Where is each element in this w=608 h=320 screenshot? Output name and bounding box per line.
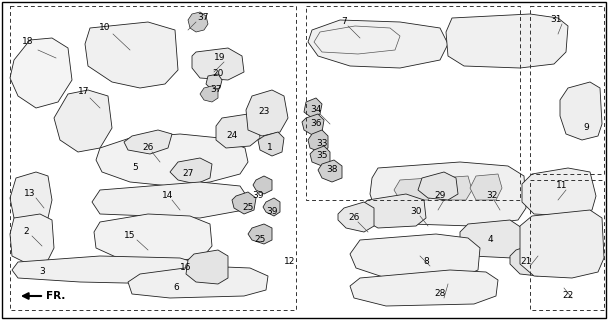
Polygon shape (85, 22, 178, 88)
Polygon shape (460, 220, 522, 258)
Text: 32: 32 (486, 191, 498, 201)
Polygon shape (12, 256, 200, 284)
Bar (306, 6, 520, 200)
Polygon shape (248, 224, 272, 244)
Text: 25: 25 (243, 204, 254, 212)
Polygon shape (10, 38, 72, 108)
Polygon shape (304, 98, 322, 118)
Polygon shape (370, 162, 526, 226)
Text: 37: 37 (197, 13, 209, 22)
Polygon shape (522, 168, 596, 216)
Text: 12: 12 (285, 258, 295, 267)
Text: 2: 2 (23, 228, 29, 236)
Text: 35: 35 (316, 151, 328, 161)
Text: 33: 33 (316, 140, 328, 148)
Polygon shape (124, 130, 172, 154)
Text: 15: 15 (124, 231, 136, 241)
Polygon shape (350, 270, 498, 306)
Polygon shape (263, 198, 280, 216)
Text: 24: 24 (226, 132, 238, 140)
Polygon shape (206, 74, 222, 90)
Polygon shape (253, 176, 272, 194)
Polygon shape (510, 244, 546, 276)
Polygon shape (358, 194, 426, 228)
Text: 20: 20 (212, 69, 224, 78)
Polygon shape (434, 176, 472, 200)
Text: 8: 8 (423, 258, 429, 267)
Bar (10, 6, 296, 310)
Text: 1: 1 (267, 143, 273, 153)
Text: 28: 28 (434, 290, 446, 299)
Text: 34: 34 (310, 106, 322, 115)
Polygon shape (216, 114, 260, 148)
Text: 17: 17 (78, 87, 90, 97)
Text: 16: 16 (180, 263, 192, 273)
Polygon shape (560, 82, 602, 140)
Text: 31: 31 (550, 15, 562, 25)
Text: 39: 39 (252, 191, 264, 201)
Polygon shape (92, 182, 248, 218)
Polygon shape (470, 174, 502, 200)
Polygon shape (170, 158, 212, 184)
Polygon shape (308, 20, 448, 68)
Polygon shape (520, 210, 604, 278)
Polygon shape (258, 132, 284, 156)
Text: 27: 27 (182, 170, 194, 179)
Polygon shape (310, 146, 330, 166)
Text: 14: 14 (162, 191, 174, 201)
Polygon shape (186, 250, 228, 284)
Polygon shape (128, 266, 268, 298)
Text: 4: 4 (487, 236, 493, 244)
Text: 25: 25 (254, 236, 266, 244)
Polygon shape (188, 12, 208, 32)
Text: 26: 26 (348, 213, 360, 222)
Polygon shape (394, 178, 434, 200)
Polygon shape (302, 114, 324, 136)
Polygon shape (96, 134, 248, 186)
Text: 39: 39 (266, 207, 278, 217)
Polygon shape (350, 234, 480, 278)
Text: 22: 22 (562, 292, 573, 300)
Text: 37: 37 (210, 85, 222, 94)
Polygon shape (232, 192, 256, 214)
Text: 6: 6 (173, 284, 179, 292)
Polygon shape (200, 86, 218, 102)
Polygon shape (10, 214, 54, 264)
Text: 5: 5 (132, 164, 138, 172)
Text: 18: 18 (22, 37, 34, 46)
Polygon shape (318, 160, 342, 182)
Text: 21: 21 (520, 258, 531, 267)
Polygon shape (94, 214, 212, 262)
Text: 19: 19 (214, 53, 226, 62)
Text: 29: 29 (434, 191, 446, 201)
Polygon shape (338, 202, 374, 232)
Text: 10: 10 (99, 23, 111, 33)
Polygon shape (10, 172, 52, 224)
Bar (530, 6, 604, 174)
Polygon shape (418, 172, 458, 200)
Polygon shape (54, 90, 112, 152)
Polygon shape (192, 48, 244, 80)
Bar (530, 180, 604, 310)
Polygon shape (446, 14, 568, 68)
Text: 38: 38 (326, 165, 338, 174)
Text: 7: 7 (341, 18, 347, 27)
Text: 3: 3 (39, 268, 45, 276)
Text: 11: 11 (556, 181, 568, 190)
Polygon shape (246, 90, 288, 136)
Text: FR.: FR. (46, 291, 66, 301)
Polygon shape (308, 130, 328, 152)
Text: 9: 9 (583, 124, 589, 132)
Text: 26: 26 (142, 143, 154, 153)
Text: 23: 23 (258, 108, 270, 116)
Text: 13: 13 (24, 189, 36, 198)
Text: 36: 36 (310, 119, 322, 129)
Text: 30: 30 (410, 207, 422, 217)
